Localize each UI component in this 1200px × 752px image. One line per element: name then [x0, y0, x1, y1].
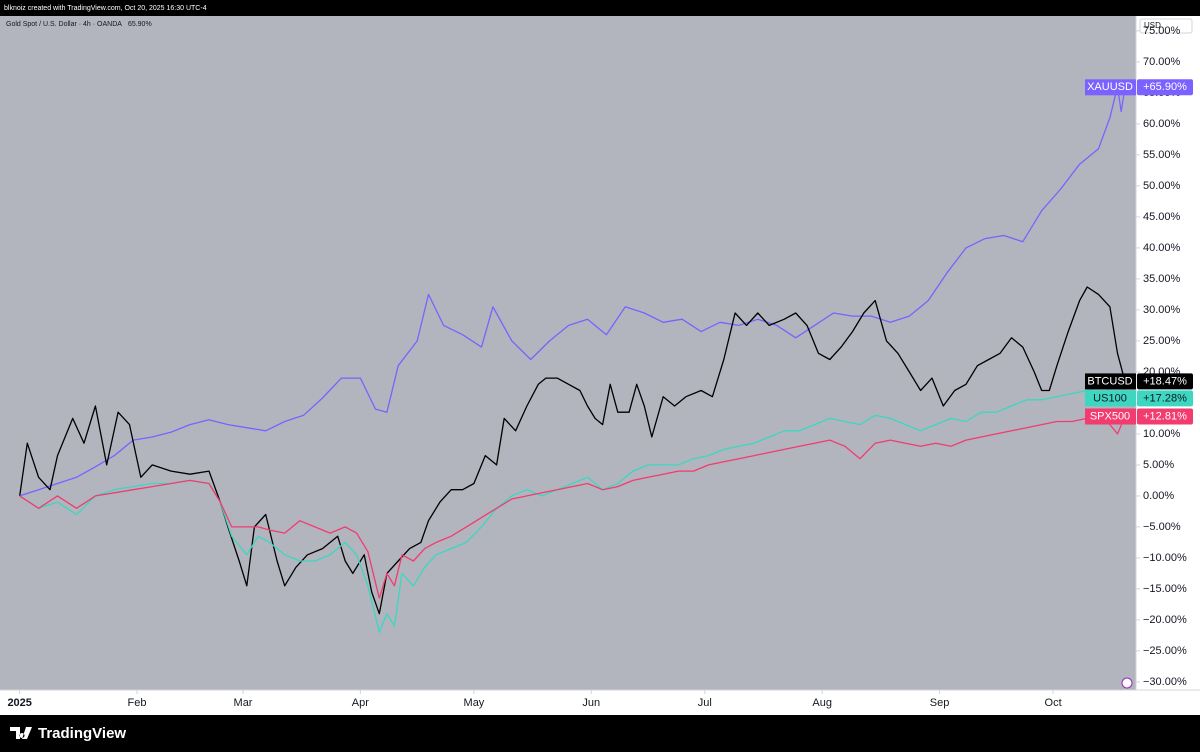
y-tick-label: 0.00%	[1143, 490, 1174, 502]
price-label: +65.90%	[1143, 81, 1187, 93]
legend-value: 65.90%	[128, 21, 152, 28]
legend: Gold Spot / U.S. Dollar · 4h · OANDA 65.9…	[6, 21, 152, 28]
x-tick-label: Aug	[812, 697, 832, 709]
x-tick-label: Mar	[234, 697, 253, 709]
y-tick-label: 75.00%	[1143, 25, 1181, 37]
top-bar	[0, 0, 1200, 16]
unit-box	[1139, 18, 1193, 34]
y-tick-label: 45.00%	[1143, 211, 1181, 223]
y-tick-label: 10.00%	[1143, 428, 1181, 440]
y-tick-label: 60.00%	[1143, 118, 1181, 130]
y-tick-label: −15.00%	[1143, 583, 1187, 595]
y-tick-label: −25.00%	[1143, 645, 1187, 657]
symbol-tag	[1085, 373, 1136, 390]
x-tick-label: Feb	[128, 697, 147, 709]
x-tick-label: Sep	[930, 697, 950, 709]
alert-icon[interactable]	[1121, 677, 1133, 689]
brand: TradingView	[38, 725, 126, 742]
symbol-tag	[1085, 390, 1136, 407]
time-axis	[0, 690, 1200, 715]
x-tick-label: May	[464, 697, 485, 709]
price-axis	[1136, 16, 1200, 690]
series-line	[19, 386, 1126, 633]
y-tick-label: −20.00%	[1143, 614, 1187, 626]
x-tick-label: Jul	[698, 697, 712, 709]
y-tick-label: −30.00%	[1143, 676, 1187, 688]
symbol-label: US100	[1093, 392, 1127, 404]
y-tick-label: 35.00%	[1143, 273, 1181, 285]
series-line	[19, 86, 1126, 497]
price-label: +17.28%	[1143, 392, 1187, 404]
symbol-label: SPX500	[1090, 410, 1130, 422]
x-tick-label: 2025	[7, 697, 31, 709]
symbol-label: XAUUSD	[1087, 81, 1133, 93]
y-tick-label: 5.00%	[1143, 459, 1174, 471]
y-tick-label: −5.00%	[1143, 521, 1181, 533]
legend-label: Gold Spot / U.S. Dollar · 4h · OANDA	[6, 21, 122, 28]
price-label: +12.81%	[1143, 410, 1187, 422]
price-tag	[1137, 408, 1193, 425]
footer	[0, 715, 1200, 752]
symbol-label: BTCUSD	[1087, 375, 1132, 387]
series-line	[19, 286, 1126, 615]
x-tick-label: Oct	[1045, 697, 1062, 709]
series-line	[19, 414, 1126, 599]
y-tick-label: 30.00%	[1143, 304, 1181, 316]
price-tag	[1137, 79, 1193, 96]
price-tag	[1137, 373, 1193, 390]
brand-logo	[10, 727, 32, 739]
x-tick-label: Apr	[352, 697, 369, 709]
attribution: blknoiz created with TradingView.com, Oc…	[4, 5, 207, 12]
y-tick-label: 70.00%	[1143, 56, 1181, 68]
series-layer	[19, 86, 1126, 633]
y-tick-label: 40.00%	[1143, 242, 1181, 254]
y-tick-label: 55.00%	[1143, 149, 1181, 161]
y-tick-label: −10.00%	[1143, 552, 1187, 564]
axis-unit: USD	[1144, 21, 1161, 30]
plot-area	[0, 16, 1136, 690]
price-label: +18.47%	[1143, 375, 1187, 387]
price-tag	[1137, 390, 1193, 407]
symbol-tag	[1085, 408, 1136, 425]
x-tick-label: Jun	[582, 697, 600, 709]
symbol-tag	[1085, 79, 1136, 96]
y-tick-label: 50.00%	[1143, 180, 1181, 192]
y-tick-label: 25.00%	[1143, 335, 1181, 347]
